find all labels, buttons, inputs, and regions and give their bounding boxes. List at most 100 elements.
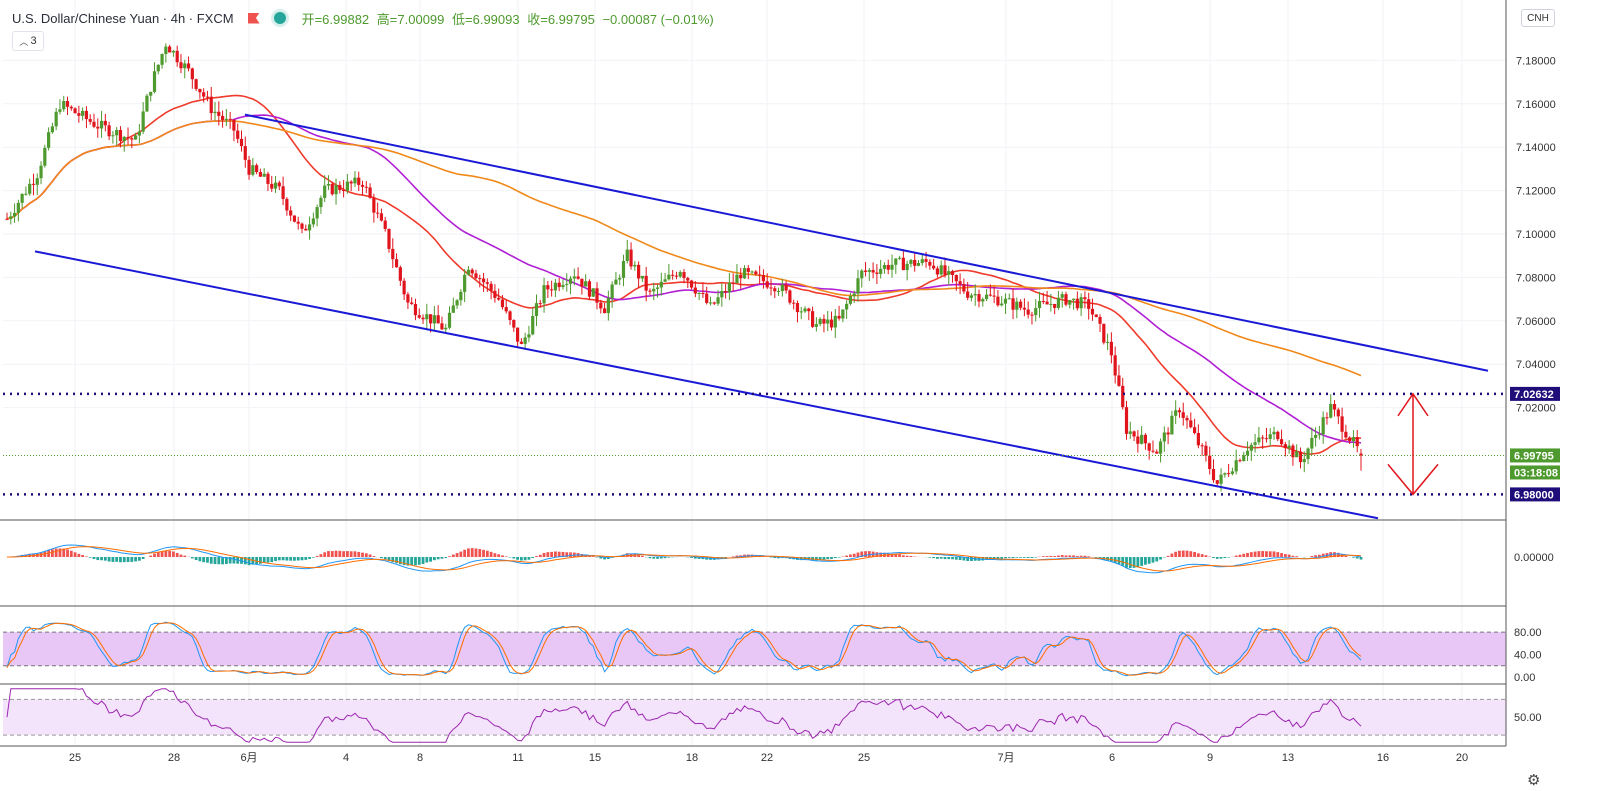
macd-histogram-bar	[1072, 555, 1075, 557]
macd-pane	[6, 544, 1363, 574]
macd-histogram-bar	[1057, 555, 1060, 557]
candle-body	[1344, 431, 1348, 438]
candle-body	[323, 185, 327, 198]
candle-body	[1257, 437, 1261, 443]
settings-gear-icon[interactable]: ⚙	[1527, 772, 1541, 789]
candle-body	[103, 120, 107, 126]
macd-histogram-bar	[1170, 553, 1174, 557]
candle-body	[1011, 298, 1015, 310]
candle-body	[682, 272, 686, 278]
candle-body	[168, 46, 172, 53]
macd-histogram-bar	[448, 556, 451, 557]
candle-body	[262, 173, 266, 177]
candle-body	[292, 215, 297, 222]
macd-histogram-bar	[1219, 557, 1223, 559]
flag-icon[interactable]	[247, 12, 260, 24]
candle-body	[553, 282, 558, 291]
candle-body	[519, 341, 523, 344]
candles	[5, 43, 1363, 492]
candle-body	[77, 113, 81, 116]
candle-body	[304, 228, 308, 231]
candle-body	[1147, 443, 1151, 451]
macd-histogram-bar	[697, 557, 701, 559]
candle-body	[281, 186, 285, 199]
candle-body	[943, 265, 947, 275]
candle-body	[20, 193, 24, 203]
candle-body	[379, 213, 384, 221]
candle-body	[792, 302, 796, 304]
candle-body	[1317, 434, 1321, 436]
symbol-title[interactable]: U.S. Dollar/Chinese Yuan · 4h · FXCM	[12, 10, 234, 26]
axes: 7.18000 7.16000 7.14000 7.12000 7.10000 7.080…	[0, 0, 1560, 764]
macd-histogram-bar	[50, 549, 54, 557]
candle-body	[1336, 409, 1340, 417]
macd-histogram-bar	[1196, 553, 1200, 557]
macd-histogram-bar	[421, 557, 425, 564]
macd-histogram-bar	[1049, 555, 1053, 557]
time-tick-label: 8	[417, 752, 423, 764]
candle-body	[258, 172, 263, 177]
macd-histogram-bar	[890, 553, 894, 557]
macd-histogram-bar	[311, 557, 315, 558]
candle-body	[1279, 439, 1284, 445]
candle-body	[924, 259, 928, 262]
candle-body	[376, 212, 380, 214]
candle-body	[640, 275, 644, 279]
macd-histogram-bar	[1151, 557, 1155, 563]
candle-body	[875, 272, 879, 274]
candle-body	[901, 257, 905, 271]
candle-body	[149, 91, 153, 96]
macd-histogram-bar	[149, 555, 153, 557]
macd-histogram-bar	[1155, 557, 1159, 562]
macd-histogram-bar	[274, 557, 277, 562]
candle-body	[1211, 469, 1216, 481]
macd-histogram-bar	[958, 557, 962, 561]
candle-body	[693, 287, 697, 294]
candle-body	[466, 269, 471, 275]
candle-body	[584, 281, 588, 287]
candle-body	[300, 223, 304, 229]
candle-body	[886, 264, 890, 270]
candle-body	[160, 54, 164, 65]
candle-body	[894, 258, 898, 265]
macd-histogram-bar	[361, 552, 364, 557]
candle-body	[1291, 445, 1295, 458]
candle-body	[595, 288, 599, 303]
macd-histogram-bar	[77, 553, 81, 557]
candle-body	[69, 106, 73, 109]
indicators-toggle-button[interactable]: ︿ 3	[12, 31, 44, 51]
macd-histogram-bar	[1283, 554, 1287, 557]
macd-histogram-bar	[901, 555, 905, 557]
macd-histogram-bar	[1310, 555, 1314, 557]
high-value: 高=7.00099	[376, 11, 445, 27]
macd-histogram-bar	[898, 554, 901, 557]
macd-histogram-bar	[1333, 552, 1336, 557]
candle-body	[841, 309, 845, 319]
candle-body	[432, 315, 436, 324]
macd-histogram-bar	[1087, 556, 1091, 557]
candle-body	[213, 111, 217, 114]
macd-histogram-bar	[444, 557, 448, 558]
macd-histogram-bar	[213, 557, 217, 565]
macd-histogram-bar	[364, 553, 368, 557]
macd-histogram-bar	[372, 556, 376, 557]
macd-histogram-bar	[1261, 551, 1265, 557]
candle-body	[803, 308, 807, 312]
candle-body	[99, 120, 104, 129]
macd-histogram-bar	[550, 551, 554, 557]
candle-body	[758, 274, 762, 276]
macd-histogram-bar	[501, 555, 504, 557]
macd-histogram-bar	[255, 557, 259, 565]
candle-body	[644, 275, 648, 291]
currency-button[interactable]: CNH	[1521, 9, 1555, 27]
candle-body	[1351, 437, 1356, 442]
candle-body	[220, 115, 225, 121]
candle-body	[1242, 455, 1246, 461]
last-price-label-bg	[1510, 448, 1560, 463]
candle-body	[58, 109, 62, 112]
rsi-band-fill	[3, 699, 1506, 736]
time-tick-label: 25	[858, 752, 870, 764]
candle-body	[708, 302, 713, 304]
candle-body	[315, 207, 319, 219]
